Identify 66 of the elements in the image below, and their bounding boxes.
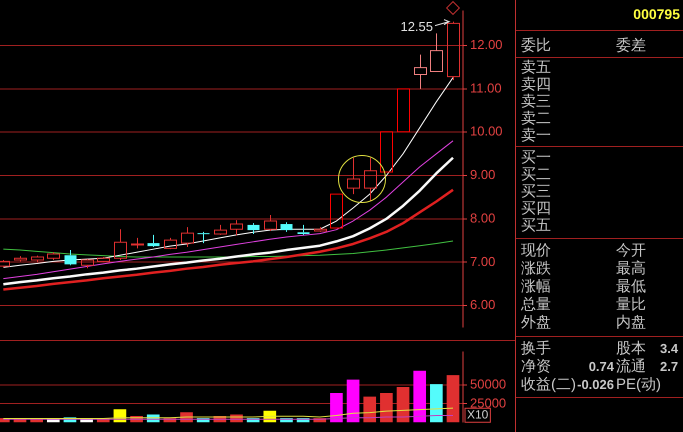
text: 收益(二) xyxy=(521,376,576,393)
candlestick xyxy=(280,222,292,232)
bar xyxy=(413,370,426,422)
text: 涨幅 xyxy=(521,278,551,295)
text: 委差 xyxy=(616,37,646,54)
text: 卖二 xyxy=(521,110,551,127)
bar xyxy=(330,392,343,422)
y-tick-label: 7.00 xyxy=(470,254,496,269)
text: 最低 xyxy=(616,278,646,295)
text: 净资 xyxy=(521,358,551,375)
text: 量比 xyxy=(616,296,646,313)
y-tick-label: 6.00 xyxy=(470,297,496,312)
bar xyxy=(346,380,360,422)
bar xyxy=(380,392,393,422)
text: 最高 xyxy=(616,260,646,277)
candlestick xyxy=(131,237,144,249)
text: 今开 xyxy=(616,242,646,259)
bar xyxy=(396,387,410,422)
candlestick xyxy=(414,54,427,90)
bar xyxy=(446,375,460,422)
bar xyxy=(363,396,376,422)
text: 总量 xyxy=(521,296,551,313)
text: 2.7 xyxy=(660,358,678,375)
y-tick-label: 12.00 xyxy=(470,37,503,52)
candlestick xyxy=(430,32,443,72)
y-tick-label: 10.00 xyxy=(470,124,503,139)
candlestick xyxy=(198,231,210,244)
text: 买三 xyxy=(521,183,551,200)
text: 现价 xyxy=(521,242,551,259)
text: 股本 xyxy=(616,340,646,357)
text: 卖五 xyxy=(521,59,551,76)
text: 卖三 xyxy=(521,93,551,110)
candlestick xyxy=(114,228,127,261)
text: 000795 xyxy=(633,6,680,22)
candlestick xyxy=(264,214,277,232)
y-tick-label: 50000 xyxy=(470,376,506,392)
text: 0.74 xyxy=(588,358,614,375)
text: 3.4 xyxy=(660,340,678,357)
text: 委比 xyxy=(521,37,551,54)
candlestick xyxy=(248,222,260,235)
candlestick xyxy=(347,157,360,195)
text: 流通 xyxy=(616,358,646,375)
y-tick-label: 11.00 xyxy=(470,80,502,96)
text: 买一 xyxy=(521,149,551,166)
text: 涨跌 xyxy=(521,260,551,277)
text: -0.026 xyxy=(577,376,614,393)
text: 买五 xyxy=(521,217,551,234)
text: 买四 xyxy=(521,200,551,217)
y-tick-label: 25000 xyxy=(470,395,506,410)
text: 换手 xyxy=(521,340,551,357)
candlestick xyxy=(181,226,194,248)
candlestick xyxy=(230,220,243,236)
y-tick-label: 8.00 xyxy=(470,210,496,226)
text: 买二 xyxy=(521,166,551,183)
text: 外盘 xyxy=(521,314,551,331)
candlestick xyxy=(364,157,377,202)
candlestick xyxy=(148,234,160,248)
text: 内盘 xyxy=(616,314,646,331)
text: 卖四 xyxy=(521,76,551,93)
candlestick xyxy=(64,250,76,266)
text: 卖一 xyxy=(521,127,551,144)
bar xyxy=(430,384,443,422)
y-tick-label: 9.00 xyxy=(470,167,496,182)
text: X10 xyxy=(467,408,489,422)
text: PE(动) xyxy=(616,376,661,393)
annotation: 12.55 xyxy=(400,19,434,34)
